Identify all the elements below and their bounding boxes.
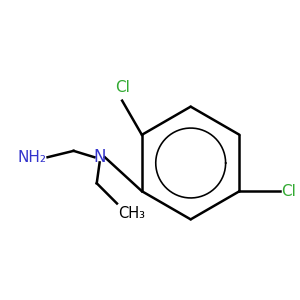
Text: CH₃: CH₃ — [118, 206, 146, 221]
Text: Cl: Cl — [115, 80, 130, 95]
Text: N: N — [93, 148, 106, 166]
Text: NH₂: NH₂ — [17, 150, 46, 165]
Text: Cl: Cl — [281, 184, 296, 199]
